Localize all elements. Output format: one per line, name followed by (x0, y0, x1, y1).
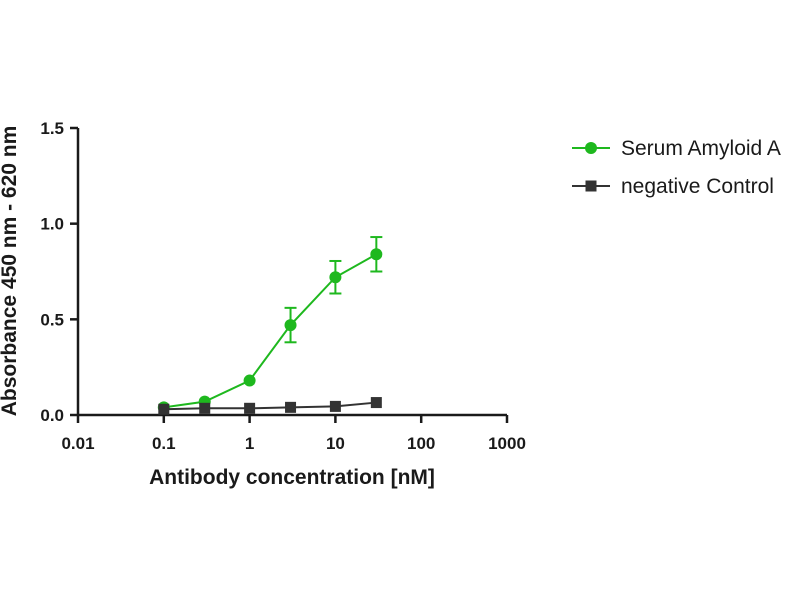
data-point (244, 402, 256, 414)
data-point (329, 400, 341, 412)
legend-marker (585, 180, 597, 192)
data-point (158, 403, 170, 415)
data-point (370, 248, 383, 261)
x-tick-label: 1 (245, 434, 254, 453)
y-tick-label: 0.0 (40, 406, 64, 425)
x-axis-title: Antibody concentration [nM] (149, 466, 435, 489)
legend: Serum Amyloid A negative Control (572, 137, 781, 198)
axes: 0.01 0.1 1 10 100 1000 0.0 0.5 1.0 1.5 (40, 119, 526, 453)
x-tick-label: 1000 (488, 434, 526, 453)
legend-label: negative Control (621, 175, 774, 198)
data-point (243, 374, 256, 387)
y-tick-label: 1.5 (40, 119, 64, 138)
data-point (199, 402, 211, 414)
x-tick-label: 10 (326, 434, 345, 453)
legend-marker (585, 142, 597, 154)
legend-item-1: Serum Amyloid A (572, 137, 781, 160)
data-point (284, 319, 297, 332)
series-layer (157, 236, 383, 415)
x-tick-label: 100 (407, 434, 435, 453)
y-tick-label: 1.0 (40, 215, 64, 234)
x-tick-label: 0.1 (152, 434, 176, 453)
series-2 (158, 397, 382, 415)
y-axis-title: Absorbance 450 nm - 620 nm (0, 126, 21, 417)
x-tick-label: 0.01 (61, 434, 94, 453)
data-point (285, 401, 297, 413)
legend-label: Serum Amyloid A (621, 137, 781, 160)
data-point (329, 271, 342, 284)
y-tick-label: 0.5 (40, 310, 64, 329)
data-point (370, 397, 382, 409)
series-line (163, 401, 377, 411)
series-line (163, 253, 377, 409)
series-1 (157, 236, 383, 414)
legend-item-2: negative Control (572, 175, 774, 198)
